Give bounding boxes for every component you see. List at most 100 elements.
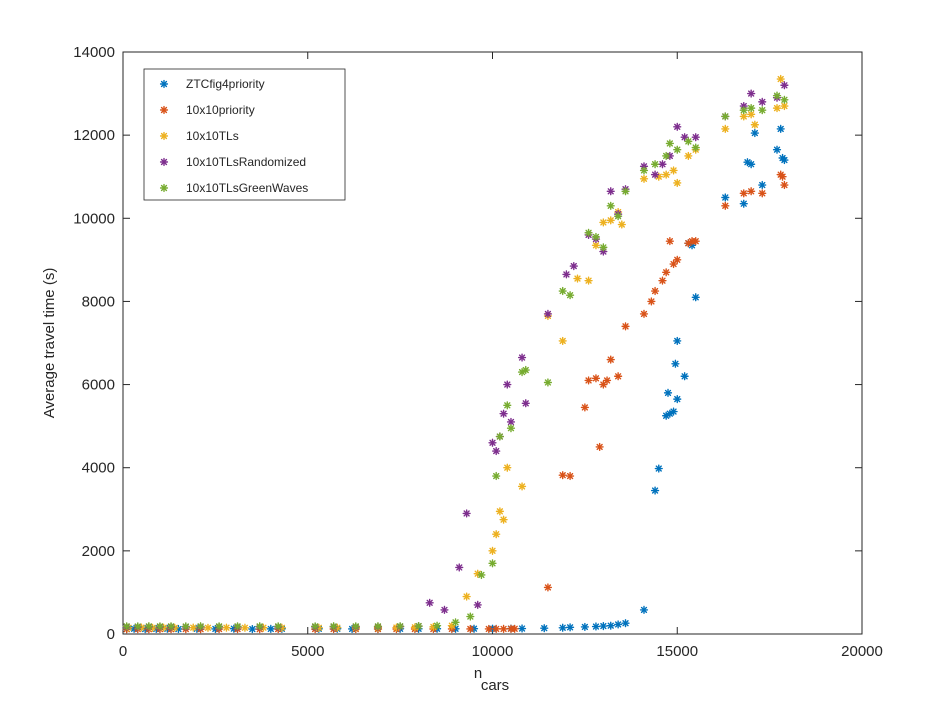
data-point-series-1 <box>747 160 756 169</box>
data-point-series-5 <box>584 228 593 237</box>
data-point-series-5 <box>196 622 205 631</box>
data-point-series-4 <box>503 380 512 389</box>
data-point-series-4 <box>473 600 482 609</box>
legend-entry-label: 10x10priority <box>186 103 255 117</box>
data-point-series-5 <box>721 112 730 121</box>
data-point-series-5 <box>503 401 512 410</box>
data-point-series-3 <box>669 166 678 175</box>
data-point-series-1 <box>750 128 759 138</box>
y-tick-label: 0 <box>107 626 115 643</box>
data-point-series-1 <box>266 624 275 633</box>
data-point-series-2 <box>543 583 553 592</box>
data-point-series-4 <box>569 261 578 271</box>
data-point-series-1 <box>248 624 257 634</box>
data-point-series-5 <box>329 622 338 631</box>
data-point-series-5 <box>558 286 567 296</box>
data-point-series-1 <box>639 605 649 614</box>
legend-marker-series-5 <box>159 183 169 193</box>
data-point-series-5 <box>780 95 789 104</box>
data-point-series-2 <box>650 286 660 296</box>
data-point-series-1 <box>614 620 623 629</box>
data-point-series-4 <box>521 399 530 408</box>
data-point-series-4 <box>517 353 527 362</box>
y-tick-label: 2000 <box>82 543 115 560</box>
data-point-series-5 <box>639 166 649 175</box>
data-point-series-2 <box>780 180 789 190</box>
data-point-series-3 <box>488 546 497 555</box>
legend-entry-label: 10x10TLsRandomized <box>186 155 306 169</box>
data-point-series-2 <box>758 189 767 198</box>
y-tick-label: 12000 <box>73 127 115 144</box>
legend-entry-label: ZTCfig4priority <box>186 77 265 91</box>
data-point-series-5 <box>758 106 767 115</box>
data-point-series-1 <box>621 619 630 628</box>
data-point-series-2 <box>778 172 787 181</box>
data-point-series-5 <box>181 622 190 631</box>
data-point-series-2 <box>510 624 519 633</box>
data-point-series-4 <box>658 160 667 169</box>
y-axis-label: Average travel time (s) <box>41 268 58 419</box>
data-point-series-4 <box>462 509 471 518</box>
legend: ZTCfig4priority 10x10priority 10x10TLs 10x1… <box>143 68 346 201</box>
y-tick-label: 10000 <box>73 210 115 227</box>
data-point-series-1 <box>776 124 785 134</box>
data-point-series-5 <box>311 622 320 631</box>
data-point-series-5 <box>432 621 442 630</box>
data-point-series-1 <box>654 464 663 473</box>
legend-marker-series-3 <box>159 131 169 141</box>
data-point-series-5 <box>506 424 516 433</box>
data-point-series-5 <box>521 365 530 375</box>
data-point-series-5 <box>599 243 608 252</box>
data-point-series-3 <box>495 507 504 516</box>
x-tick-label: 20000 <box>841 643 883 660</box>
data-point-series-1 <box>565 623 575 632</box>
data-point-series-2 <box>721 201 730 210</box>
data-point-series-2 <box>499 624 508 633</box>
data-point-series-2 <box>606 355 615 364</box>
data-point-series-2 <box>747 187 756 196</box>
data-point-series-4 <box>562 270 571 279</box>
data-point-series-2 <box>602 376 612 385</box>
data-point-series-5 <box>373 622 383 631</box>
data-point-series-5 <box>614 212 623 221</box>
data-point-series-2 <box>591 374 601 383</box>
data-point-series-2 <box>565 471 575 481</box>
data-point-series-3 <box>558 336 567 346</box>
data-point-series-1 <box>650 486 660 495</box>
data-point-series-5 <box>155 622 165 631</box>
data-point-series-1 <box>758 180 767 190</box>
data-point-series-3 <box>517 482 527 491</box>
data-point-series-3 <box>240 623 250 632</box>
data-point-series-5 <box>396 622 405 631</box>
data-point-series-2 <box>621 322 630 331</box>
data-point-series-4 <box>506 417 516 427</box>
data-point-series-1 <box>669 407 678 416</box>
data-point-series-3 <box>684 151 693 161</box>
data-point-series-5 <box>543 378 553 387</box>
axis-ticks: 0 5000 10000 15000 20000 0 2000 4000 6000 8000 100… <box>73 44 883 660</box>
x-axis-label-subscript: cars <box>481 677 509 694</box>
data-point-series-5 <box>772 91 782 100</box>
data-point-series-1 <box>599 622 608 631</box>
data-point-series-1 <box>558 623 567 632</box>
data-point-series-1 <box>772 145 782 154</box>
data-point-series-2 <box>673 255 682 264</box>
legend-entry-label: 10x10TLsGreenWaves <box>186 181 308 195</box>
y-tick-label: 6000 <box>82 377 115 394</box>
data-point-series-5 <box>488 559 497 568</box>
data-point-series-3 <box>189 623 198 632</box>
data-point-series-5 <box>166 622 176 631</box>
data-point-series-2 <box>662 268 671 277</box>
data-point-series-3 <box>584 276 593 285</box>
data-point-series-3 <box>662 170 671 179</box>
data-point-series-5 <box>606 201 615 210</box>
data-point-series-1 <box>691 293 700 302</box>
data-point-series-1 <box>673 336 682 346</box>
data-point-series-5 <box>650 160 660 169</box>
data-point-series-1 <box>739 199 748 208</box>
data-point-series-3 <box>776 74 785 84</box>
data-point-series-2 <box>484 624 493 634</box>
data-point-series-3 <box>503 463 512 472</box>
data-point-series-5 <box>621 187 630 196</box>
